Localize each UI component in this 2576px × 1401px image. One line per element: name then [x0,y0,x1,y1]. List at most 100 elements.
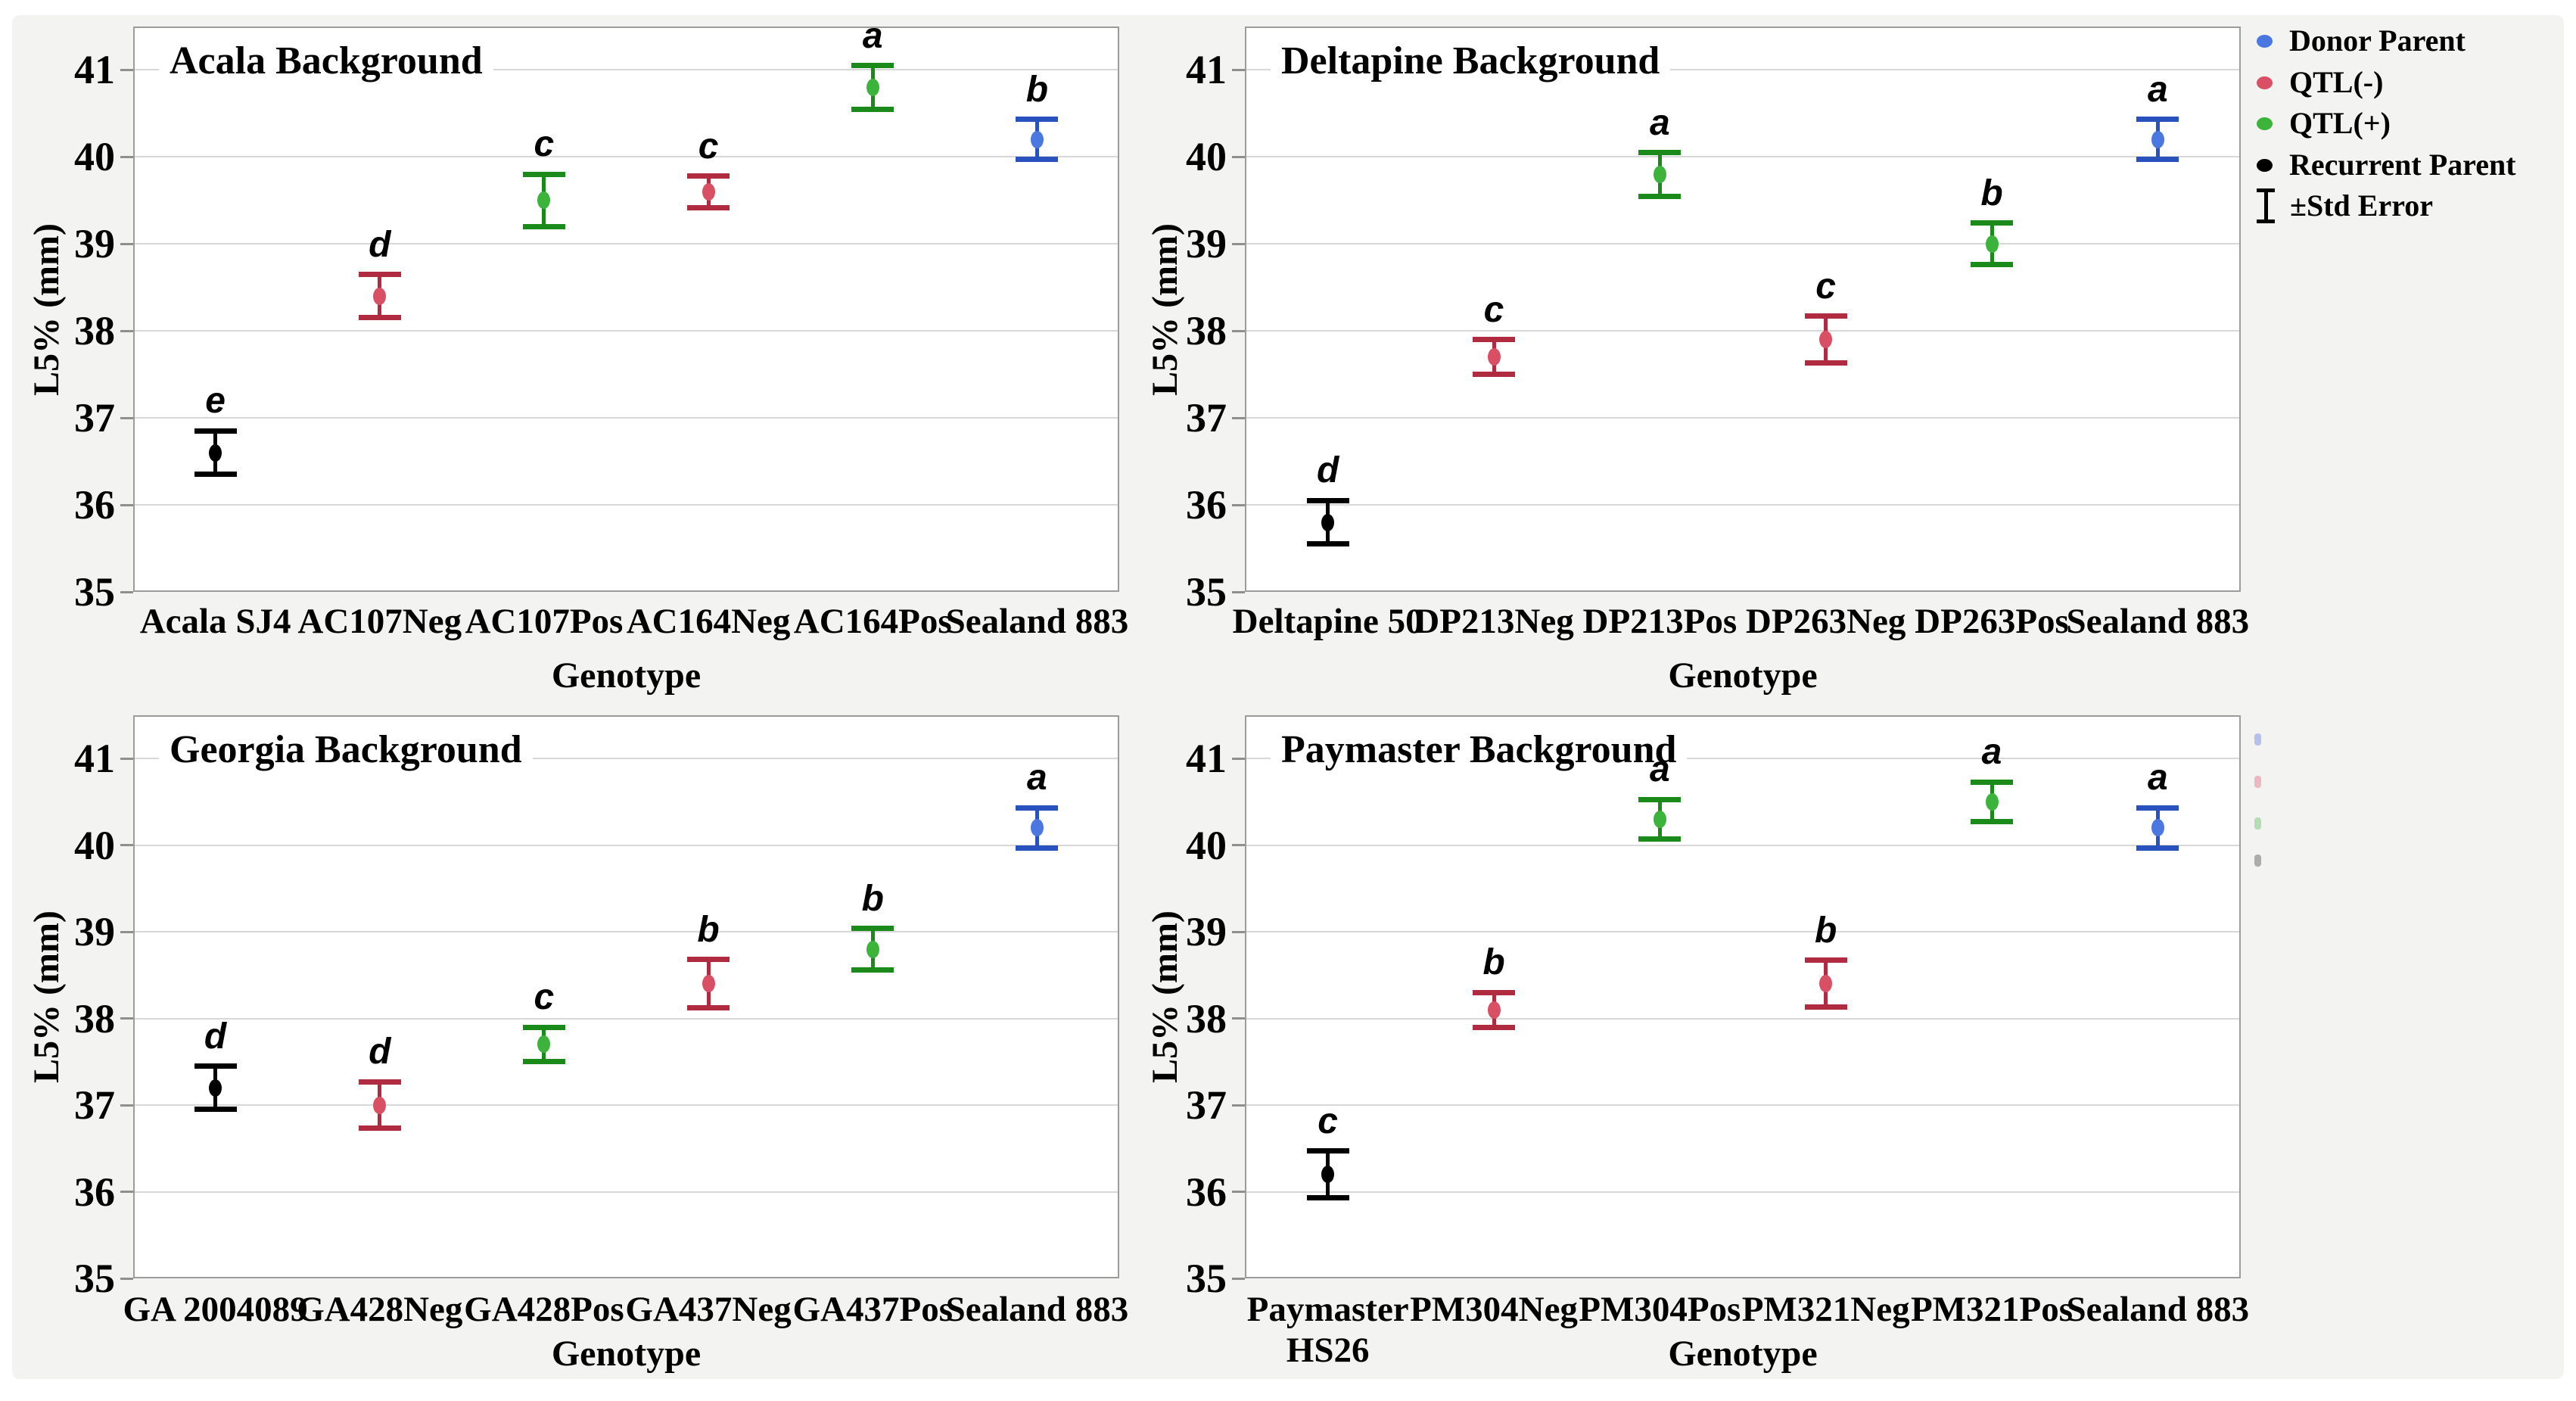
plot-area-deltapine [1245,26,2241,592]
data-point-qtl_plus [537,191,551,210]
error-bar-cap-top [687,957,730,963]
error-bar-cap-top [1804,313,1847,319]
data-point-recurrent_parent [1321,1166,1335,1184]
significance-letter: b [697,909,720,950]
cropped-legend-mark [2254,817,2261,830]
error-bar-cap-bottom [1638,836,1682,842]
significance-letter: c [1483,289,1504,330]
x-category-label: Deltapine 50 [1232,602,1423,641]
y-tick-label-36: 36 [74,1169,115,1215]
data-point-qtl_minus [373,287,387,305]
panel-title-georgia: Georgia Background [159,727,533,773]
error-bar-cap-bottom [1638,193,1682,199]
y-tick-label-37: 37 [1186,395,1227,441]
error-bar-cap-top [1306,1148,1349,1154]
gridline-41 [1246,758,2239,760]
y-tick-label-40: 40 [1186,822,1227,868]
gridline-39 [135,243,1118,245]
data-point-qtl_minus [702,975,715,993]
error-bar-cap-bottom [522,223,565,229]
error-bar-cap-top [1473,989,1515,995]
y-tick-label-40: 40 [74,822,115,868]
y-tick-label-41: 41 [1186,47,1227,93]
y-tick-39 [1232,242,1245,245]
x-category-label: PM321Neg [1741,1290,1910,1329]
error-bar-cap-top [194,428,237,434]
data-point-recurrent_parent [209,1079,222,1097]
data-point-qtl_plus [866,940,879,958]
x-category-label: Acala SJ4 [139,602,291,641]
y-tick-label-39: 39 [1186,221,1227,267]
data-point-qtl_plus [866,78,879,96]
legend-label: QTL(-) [2289,65,2384,99]
y-tick-39 [1232,930,1245,933]
y-tick-label-37: 37 [74,395,115,441]
gridline-37 [1246,417,2239,419]
significance-letter: d [1316,450,1339,491]
error-bar-cap-top [194,1063,237,1069]
y-tick-37 [120,1104,133,1107]
x-category-label: GA437Pos [792,1290,954,1329]
cropped-legend-mark [2254,733,2261,746]
significance-letter: c [698,126,719,167]
error-bar-cap-top [2136,805,2179,811]
significance-letter: b [1482,942,1505,983]
gridline-38 [1246,330,2239,332]
y-tick-label-37: 37 [1186,1082,1227,1129]
error-bar-cap-bottom [1804,360,1847,366]
legend-label: QTL(+) [2289,106,2391,140]
y-tick-40 [120,844,133,847]
error-bar-cap-bottom [2136,845,2179,851]
gridline-40 [1246,156,2239,158]
legend-item-recurrent-parent: Recurrent Parent [2257,144,2516,186]
gridline-37 [1246,1104,2239,1107]
y-tick-41 [1232,68,1245,71]
y-tick-38 [1232,329,1245,332]
significance-letter: d [369,224,391,265]
y-tick-label-38: 38 [74,995,115,1041]
x-category-label: Sealand 883 [945,602,1129,641]
error-bar-cap-top [522,171,565,177]
y-tick-39 [120,242,133,245]
x-category-label: AC164Pos [793,602,952,641]
y-tick-41 [120,757,133,760]
gridline-40 [135,156,1118,158]
y-tick-label-40: 40 [1186,134,1227,180]
y-tick-label-40: 40 [74,134,115,180]
error-bar-cap-top [1016,117,1059,123]
error-bar-cap-top [1306,497,1349,503]
error-bar-cap-bottom [851,967,894,973]
error-bar-cap-bottom [1473,372,1515,378]
error-bar-cap-top [1638,150,1682,156]
y-tick-36 [1232,1191,1245,1194]
y-tick-40 [1232,844,1245,847]
gridline-39 [135,931,1118,933]
data-point-qtl_minus [1487,1001,1501,1019]
y-tick-37 [120,416,133,419]
gridline-37 [135,417,1118,419]
data-point-qtl_minus [373,1096,387,1114]
x-category-label: AC107Neg [297,602,462,641]
data-point-qtl_plus [1985,235,1999,253]
significance-letter: a [2147,758,2168,799]
error-bar-cap-bottom [1306,1195,1349,1201]
y-tick-40 [1232,155,1245,158]
data-point-qtl_minus [702,182,715,201]
gridline-36 [1246,504,2239,506]
significance-letter: a [1981,732,2002,773]
error-bar-cap-top [522,1024,565,1030]
y-tick-label-39: 39 [74,909,115,955]
y-tick-39 [120,930,133,933]
significance-letter: c [1318,1101,1338,1141]
significance-letter: a [2147,69,2168,110]
plot-area-georgia [133,715,1119,1278]
plot-area-paymaster [1245,715,2241,1278]
panel-title-acala: Acala Background [159,39,493,84]
error-bar-cap-bottom [358,1125,401,1132]
significance-letter: a [1649,102,1670,143]
significance-letter: c [1815,266,1836,307]
plot-area-acala [133,26,1119,592]
error-bar-cap-bottom [358,315,401,321]
error-bar-cap-bottom [1971,819,2013,825]
x-category-label: AC164Neg [626,602,791,641]
